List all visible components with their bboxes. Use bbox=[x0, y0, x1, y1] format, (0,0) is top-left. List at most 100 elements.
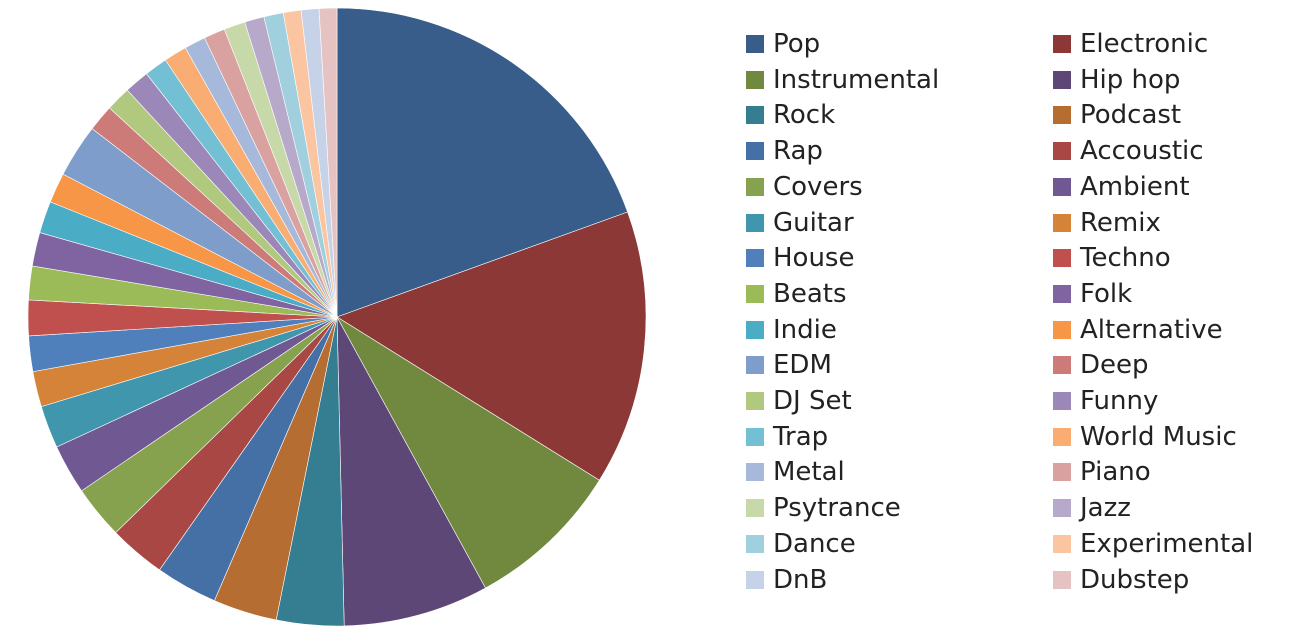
legend-label: Guitar bbox=[773, 207, 854, 238]
legend-item: Podcast bbox=[1053, 100, 1181, 130]
legend-swatch bbox=[1053, 177, 1071, 196]
legend-item: Deep bbox=[1053, 350, 1149, 380]
legend-item: Rap bbox=[746, 136, 823, 166]
legend-item: Piano bbox=[1053, 457, 1151, 487]
legend-label: Rock bbox=[773, 100, 836, 131]
legend-item: Metal bbox=[746, 457, 845, 487]
legend-label: Psytrance bbox=[773, 493, 901, 524]
legend-swatch bbox=[746, 392, 764, 410]
legend-swatch bbox=[1053, 356, 1071, 375]
legend-swatch bbox=[746, 570, 764, 589]
legend-item: Guitar bbox=[746, 208, 854, 238]
legend-swatch bbox=[746, 499, 764, 518]
legend-item: World Music bbox=[1053, 422, 1237, 452]
legend-label: Dubstep bbox=[1080, 564, 1190, 595]
legend-item: Experimental bbox=[1053, 529, 1253, 559]
legend-swatch bbox=[746, 320, 764, 339]
legend-swatch bbox=[746, 177, 764, 196]
legend-label: Electronic bbox=[1080, 29, 1209, 59]
legend-label: House bbox=[773, 243, 855, 274]
legend-swatch bbox=[1053, 463, 1071, 482]
legend-swatch bbox=[746, 106, 764, 125]
legend-label: DJ Set bbox=[773, 386, 852, 416]
legend-label: DnB bbox=[773, 564, 828, 595]
legend-label: Techno bbox=[1080, 243, 1171, 274]
legend-swatch bbox=[1053, 35, 1071, 53]
legend-swatch bbox=[1053, 392, 1071, 410]
legend-item: Hip hop bbox=[1053, 65, 1180, 95]
legend-swatch bbox=[746, 213, 764, 232]
legend-swatch bbox=[746, 35, 764, 53]
legend-label: Rap bbox=[773, 136, 823, 167]
pie-slice-pop bbox=[336, 7, 628, 318]
legend-item: Electronic bbox=[1053, 29, 1208, 59]
legend-item: Jazz bbox=[1053, 493, 1131, 523]
legend-label: Alternative bbox=[1080, 314, 1223, 345]
legend-label: Remix bbox=[1080, 207, 1161, 238]
legend-item: Accoustic bbox=[1053, 136, 1204, 166]
legend-swatch bbox=[746, 70, 764, 89]
legend-swatch bbox=[746, 284, 764, 303]
legend-swatch bbox=[746, 463, 764, 482]
legend-swatch bbox=[1053, 249, 1071, 268]
legend-swatch bbox=[1053, 534, 1071, 553]
legend-label: Trap bbox=[773, 421, 829, 452]
legend-label: Experimental bbox=[1080, 528, 1254, 559]
legend-label: World Music bbox=[1080, 421, 1237, 452]
legend-item: Ambient bbox=[1053, 172, 1190, 202]
legend-label: Indie bbox=[773, 314, 837, 345]
legend-swatch bbox=[1053, 427, 1071, 446]
legend-label: Dance bbox=[773, 528, 856, 559]
legend-item: Techno bbox=[1053, 243, 1171, 273]
legend-item: Funny bbox=[1053, 386, 1158, 416]
legend-swatch bbox=[746, 249, 764, 268]
legend-swatch bbox=[746, 356, 764, 375]
legend-item: Remix bbox=[1053, 208, 1161, 238]
legend-label: Accoustic bbox=[1080, 136, 1204, 167]
legend-item: Beats bbox=[746, 279, 847, 309]
pie-slice-hip-hop bbox=[336, 316, 486, 627]
legend-swatch bbox=[1053, 142, 1071, 161]
legend-label: Beats bbox=[773, 278, 847, 309]
legend-label: Pop bbox=[773, 29, 821, 59]
legend-swatch bbox=[746, 427, 764, 446]
legend-label: Hip hop bbox=[1080, 64, 1181, 95]
pie-slice-instrumental bbox=[336, 316, 600, 589]
legend-label: Metal bbox=[773, 457, 845, 488]
legend-item: Dubstep bbox=[1053, 565, 1189, 595]
legend-item: Covers bbox=[746, 172, 863, 202]
legend-item: Dance bbox=[746, 529, 856, 559]
legend-item: Indie bbox=[746, 315, 837, 345]
legend-label: Funny bbox=[1080, 386, 1159, 416]
legend-item: EDM bbox=[746, 350, 832, 380]
pie-plot bbox=[27, 7, 647, 627]
legend-swatch bbox=[1053, 106, 1071, 125]
pie-slice-dubstep bbox=[318, 7, 338, 318]
legend-item: DnB bbox=[746, 565, 827, 595]
legend-item: House bbox=[746, 243, 854, 273]
legend-item: Instrumental bbox=[746, 65, 939, 95]
legend-swatch bbox=[1053, 70, 1071, 89]
legend-swatch bbox=[746, 142, 764, 161]
legend-label: Ambient bbox=[1080, 171, 1190, 202]
legend-label: Folk bbox=[1080, 278, 1133, 309]
legend-label: Instrumental bbox=[773, 64, 940, 95]
legend-label: Podcast bbox=[1080, 100, 1182, 131]
legend-swatch bbox=[746, 534, 764, 553]
legend-swatch bbox=[1053, 320, 1071, 339]
legend-label: Piano bbox=[1080, 457, 1151, 488]
legend-swatch bbox=[1053, 570, 1071, 589]
legend-item: Alternative bbox=[1053, 315, 1223, 345]
legend: Pop Electronic Instrumental Hip hop Rock Podc… bbox=[746, 29, 1292, 609]
legend-swatch bbox=[1053, 213, 1071, 232]
legend-item: DJ Set bbox=[746, 386, 852, 416]
legend-label: Deep bbox=[1080, 350, 1149, 381]
legend-label: Jazz bbox=[1080, 493, 1131, 524]
pie-slice-electronic bbox=[336, 211, 647, 481]
legend-swatch bbox=[1053, 499, 1071, 518]
legend-label: EDM bbox=[773, 350, 832, 381]
legend-item: Psytrance bbox=[746, 493, 901, 523]
legend-item: Pop bbox=[746, 29, 820, 59]
legend-item: Folk bbox=[1053, 279, 1132, 309]
